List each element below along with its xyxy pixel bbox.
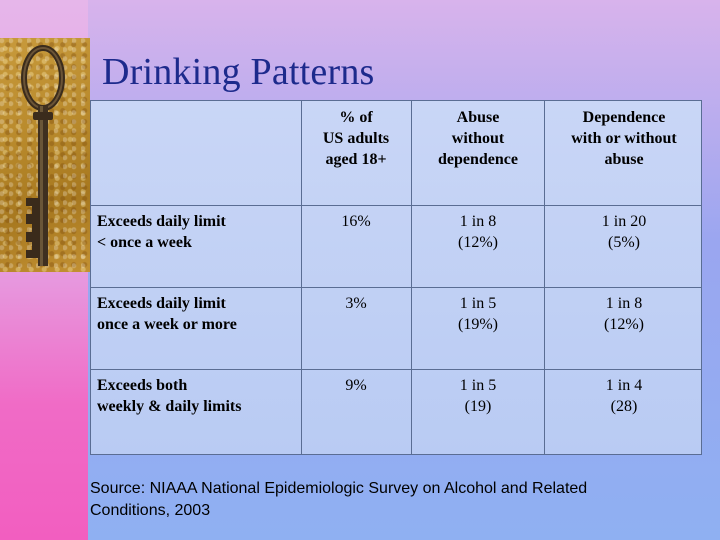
header-pct-line: aged 18+ xyxy=(325,151,387,168)
key-icon xyxy=(21,45,65,266)
column-divider xyxy=(544,101,545,454)
row-label-line: once a week or more xyxy=(97,316,237,333)
row-label: Exceeds daily limit once a week or more xyxy=(97,293,297,335)
dependence-value: 1 in 4 (28) xyxy=(546,375,702,417)
abuse-ratio: 1 in 8 xyxy=(459,213,497,230)
pct-value: 16% xyxy=(341,213,371,230)
abuse-value: 1 in 8 (12%) xyxy=(413,211,543,253)
row-label-line: Exceeds daily limit xyxy=(97,295,226,312)
header-pct-line: US adults xyxy=(322,130,390,147)
column-divider xyxy=(411,101,412,454)
header-dependence-line: Dependence xyxy=(582,109,666,126)
header-abuse-line: dependence xyxy=(438,151,518,168)
abuse-percent: (19) xyxy=(464,398,492,415)
dependence-ratio: 1 in 4 xyxy=(605,377,643,394)
header-abuse: Abuse without dependence xyxy=(413,107,543,170)
row-label: Exceeds daily limit < once a week xyxy=(97,211,297,253)
key-photo xyxy=(0,38,90,272)
row-divider xyxy=(91,369,701,370)
abuse-ratio: 1 in 5 xyxy=(459,295,497,312)
data-table: % of US adults aged 18+ Abuse without de… xyxy=(90,100,702,455)
slide-title: Drinking Patterns xyxy=(102,51,375,93)
pct-value: 3% xyxy=(345,295,367,312)
row-divider xyxy=(91,205,701,206)
header-pct-line: % of xyxy=(339,109,373,126)
dependence-percent: (12%) xyxy=(604,316,644,333)
row-label-line: Exceeds daily limit xyxy=(97,213,226,230)
dependence-percent: (5%) xyxy=(608,234,640,251)
dependence-ratio: 1 in 20 xyxy=(601,213,647,230)
abuse-value: 1 in 5 (19) xyxy=(413,375,543,417)
abuse-value: 1 in 5 (19%) xyxy=(413,293,543,335)
abuse-ratio: 1 in 5 xyxy=(459,377,497,394)
row-label-line: < once a week xyxy=(97,234,192,251)
pct-value: 9% xyxy=(345,377,367,394)
row-label-line: weekly & daily limits xyxy=(97,398,242,415)
source-note: Source: NIAAA National Epidemiologic Sur… xyxy=(90,478,690,522)
header-abuse-line: without xyxy=(451,130,505,147)
dependence-ratio: 1 in 8 xyxy=(605,295,643,312)
header-pct: % of US adults aged 18+ xyxy=(303,107,409,170)
source-line: Source: NIAAA National Epidemiologic Sur… xyxy=(90,480,588,497)
dependence-value: 1 in 20 (5%) xyxy=(546,211,702,253)
row-label-line: Exceeds both xyxy=(97,377,188,394)
header-dependence-line: abuse xyxy=(604,151,644,168)
abuse-percent: (12%) xyxy=(458,234,498,251)
dependence-percent: (28) xyxy=(610,398,638,415)
dependence-value: 1 in 8 (12%) xyxy=(546,293,702,335)
header-abuse-line: Abuse xyxy=(456,109,500,126)
row-divider xyxy=(91,287,701,288)
column-divider xyxy=(301,101,302,454)
abuse-percent: (19%) xyxy=(458,316,498,333)
header-dependence: Dependence with or without abuse xyxy=(546,107,702,170)
header-dependence-line: with or without xyxy=(571,130,677,147)
source-line: Conditions, 2003 xyxy=(90,502,211,519)
row-label: Exceeds both weekly & daily limits xyxy=(97,375,297,417)
